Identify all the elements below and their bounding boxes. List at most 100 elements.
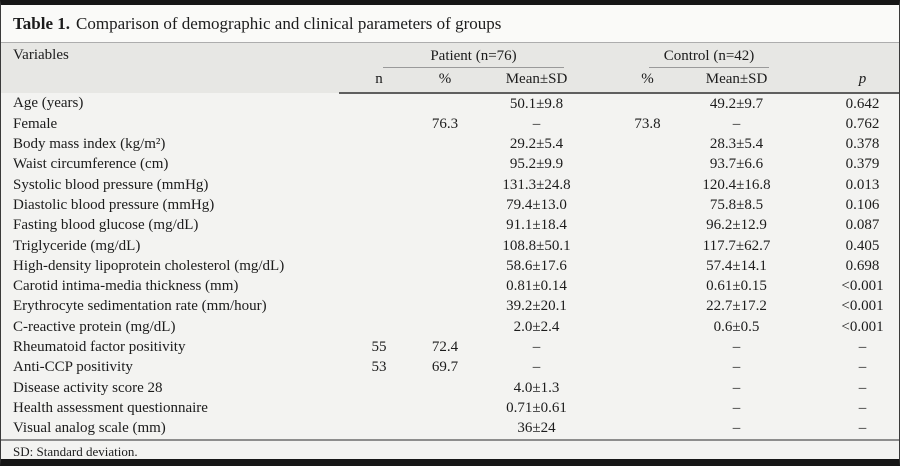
row-patient-n [339, 93, 411, 114]
row-patient-mean-sd: 108.8±50.1 [502, 237, 571, 254]
patient-group-label: Patient (n=76) [383, 48, 565, 68]
row-patient-mean-sd: 79.4±13.0 [506, 196, 567, 213]
column-header-p-value: p [784, 67, 899, 94]
table-footnote: SD: Standard deviation. [1, 438, 899, 459]
row-patient-mean-sd: 131.3±24.8 [502, 176, 571, 193]
table-number-label: Table 1. [13, 13, 71, 33]
row-patient-n: 53 [371, 359, 387, 376]
table-header: Variables Patient (n=76) Control (n=42) … [1, 42, 899, 94]
row-patient-n [339, 398, 411, 418]
row-patient-n [339, 317, 411, 337]
column-header-patient-mean: Mean±SD [479, 67, 595, 94]
row-patient-pct [411, 256, 479, 276]
table-row: Health assessment questionnaire 0.71±0.6… [1, 398, 899, 418]
row-patient-pct [411, 134, 479, 154]
row-control-mean-sd: 0.6±0.5 [713, 318, 760, 335]
row-control-mean-sd: – [732, 379, 741, 396]
row-p-value: <0.001 [841, 298, 884, 315]
row-control-pct [594, 134, 689, 154]
row-variable-label: Erythrocyte sedimentation rate (mm/hour) [13, 298, 267, 315]
row-control-mean-sd: – [732, 420, 741, 437]
row-patient-pct: 76.3 [431, 115, 459, 132]
row-patient-pct [411, 317, 479, 337]
row-control-pct [594, 418, 689, 438]
row-patient-n [339, 378, 411, 398]
row-patient-n [339, 195, 411, 215]
row-control-mean-sd: – [732, 359, 741, 376]
row-control-pct [594, 215, 689, 235]
row-control-pct [594, 276, 689, 296]
table-row: Waist circumference (cm) 95.2±9.9 93.7±6… [1, 154, 899, 174]
row-patient-mean-sd: 4.0±1.3 [513, 379, 560, 396]
column-header-control-pct: % [594, 67, 690, 94]
row-patient-n: 55 [371, 339, 387, 356]
row-patient-mean-sd: 91.1±18.4 [506, 217, 567, 234]
row-patient-mean-sd: 58.6±17.6 [506, 257, 567, 274]
row-control-mean-sd: 49.2±9.7 [709, 95, 764, 112]
table-row: Disease activity score 28 4.0±1.3 – – [1, 378, 899, 398]
row-patient-mean-sd: – [532, 115, 541, 132]
row-p-value: 0.405 [845, 237, 880, 254]
row-control-mean-sd: – [732, 399, 741, 416]
row-p-value: <0.001 [841, 278, 884, 295]
row-patient-mean-sd: 39.2±20.1 [506, 298, 567, 315]
row-control-pct: 73.8 [634, 115, 661, 132]
row-control-mean-sd: 120.4±16.8 [702, 176, 771, 193]
row-p-value: 0.106 [845, 196, 880, 213]
row-patient-n [339, 215, 411, 235]
row-patient-mean-sd: 36±24 [517, 420, 556, 437]
row-control-mean-sd: – [732, 115, 741, 132]
row-patient-n [339, 154, 411, 174]
row-p-value: 0.013 [845, 176, 880, 193]
row-variable-label: Diastolic blood pressure (mmHg) [13, 196, 215, 213]
row-variable-label: Disease activity score 28 [13, 379, 163, 396]
table-row: Systolic blood pressure (mmHg) 131.3±24.… [1, 175, 899, 195]
row-variable-label: Waist circumference (cm) [13, 156, 169, 173]
column-group-patient: Patient (n=76) [339, 42, 595, 68]
row-control-mean-sd: 22.7±17.2 [706, 298, 767, 315]
column-header-spacer [784, 42, 899, 68]
column-header-variables: Variables [1, 42, 339, 93]
row-patient-pct [411, 236, 479, 256]
row-patient-n [339, 236, 411, 256]
row-control-pct [594, 317, 689, 337]
row-patient-pct: 69.7 [431, 359, 459, 376]
row-control-pct [594, 236, 689, 256]
row-variable-label: High-density lipoprotein cholesterol (mg… [13, 257, 285, 274]
row-control-pct [594, 93, 689, 114]
table-row: Body mass index (kg/m²) 29.2±5.4 28.3±5.… [1, 134, 899, 154]
row-patient-pct [411, 195, 479, 215]
row-patient-pct [411, 154, 479, 174]
table-title-text: Comparison of demographic and clinical p… [76, 13, 502, 33]
table-row: Age (years) 50.1±9.8 49.2±9.7 0.642 [1, 93, 899, 114]
row-patient-n [339, 276, 411, 296]
row-patient-pct [411, 93, 479, 114]
row-variable-label: Health assessment questionnaire [13, 399, 208, 416]
row-patient-mean-sd: 29.2±5.4 [509, 136, 564, 153]
row-p-value: – [858, 379, 867, 396]
table-row: Female 76.3 – 73.8 – 0.762 [1, 114, 899, 134]
row-control-mean-sd: 28.3±5.4 [709, 136, 764, 153]
row-variable-label: Body mass index (kg/m²) [13, 136, 166, 153]
row-variable-label: Female [13, 115, 58, 132]
table-row: Erythrocyte sedimentation rate (mm/hour)… [1, 296, 899, 316]
row-patient-mean-sd: – [532, 359, 541, 376]
row-patient-mean-sd: 0.81±0.14 [506, 278, 567, 295]
row-patient-pct: 72.4 [431, 339, 459, 356]
row-p-value: – [858, 420, 867, 437]
table-row: Diastolic blood pressure (mmHg) 79.4±13.… [1, 195, 899, 215]
table-row: Visual analog scale (mm) 36±24 – – [1, 418, 899, 438]
row-variable-label: Age (years) [13, 95, 84, 111]
row-p-value: – [858, 359, 867, 376]
row-patient-pct [411, 215, 479, 235]
column-header-n: n [339, 67, 411, 94]
row-control-pct [594, 337, 689, 357]
row-p-value: 0.642 [845, 95, 880, 112]
row-patient-pct [411, 378, 479, 398]
row-patient-n [339, 256, 411, 276]
row-control-mean-sd: – [732, 339, 741, 356]
table-body: Age (years) 50.1±9.8 49.2±9.7 0.642 Fema… [1, 93, 899, 439]
row-patient-n [339, 296, 411, 316]
row-patient-pct [411, 398, 479, 418]
